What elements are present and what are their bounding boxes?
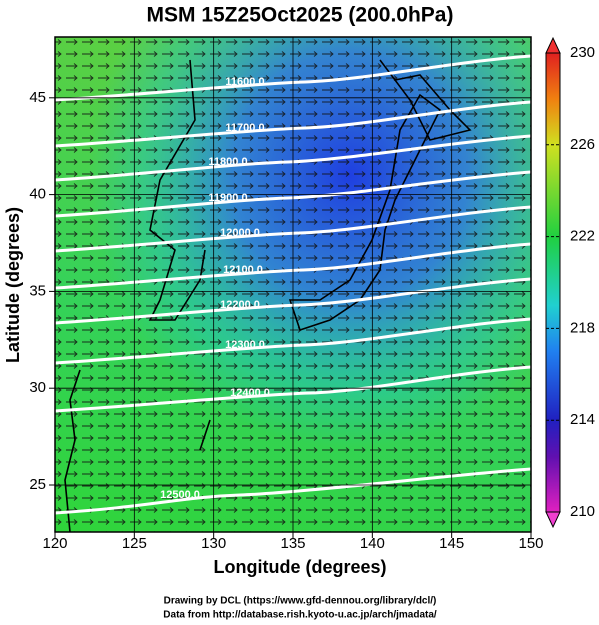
title: MSM 15Z25Oct2025 (200.0hPa): [147, 4, 454, 27]
y-tick-label: 30: [29, 379, 46, 396]
x-tick-label: 120: [42, 535, 67, 552]
colorbar-tick-label: 230: [570, 44, 595, 61]
x-tick-label: 130: [201, 535, 226, 552]
x-axis-label: Longitude (degrees): [213, 557, 386, 577]
y-tick-label: 40: [29, 186, 46, 203]
contour-label: 12500.0: [160, 489, 200, 501]
colorbar-max-arrow: [545, 36, 561, 54]
x-tick-label: 150: [518, 535, 543, 552]
footer-line: Drawing by DCL (https://www.gfd-dennou.o…: [164, 596, 437, 607]
contour-label: 12100.0: [223, 264, 263, 276]
colorbar-min-arrow: [545, 511, 561, 529]
graticule: [55, 37, 531, 532]
contour-line: [55, 134, 531, 182]
x-tick-label: 135: [280, 535, 305, 552]
contour-label: 12300.0: [225, 339, 265, 351]
contour-label: 11900.0: [208, 192, 247, 204]
colorbar: [545, 52, 561, 513]
y-tick-label: 35: [29, 282, 46, 299]
contour-label: 11700.0: [225, 122, 264, 134]
contour-line: [55, 242, 531, 290]
height-contours: [55, 54, 531, 515]
y-tick-label: 25: [29, 476, 46, 493]
contour-line: [55, 365, 531, 413]
contour-line: [55, 205, 531, 253]
coastline: [64, 59, 472, 532]
contour-label: 12200.0: [220, 299, 260, 311]
contour-label: 11800.0: [208, 156, 247, 168]
plot-area: [55, 37, 531, 532]
contour-line: [55, 277, 531, 325]
y-tick-label: 45: [29, 89, 46, 106]
contour-label: 12000.0: [220, 227, 260, 239]
contour-line: [55, 317, 531, 365]
contour-line: [55, 54, 531, 102]
contour-line: [55, 170, 531, 218]
contour-line: [55, 467, 531, 515]
colorbar-tick-label: 222: [570, 228, 595, 245]
colorbar-tick-label: 218: [570, 319, 595, 336]
colorbar-tick-label: 226: [570, 136, 595, 153]
contour-label: 12400.0: [230, 387, 270, 399]
contour-line: [55, 100, 531, 148]
colorbar-tick-label: 210: [570, 503, 595, 520]
x-tick-label: 145: [439, 535, 464, 552]
y-axis-label: Latitude (degrees): [3, 207, 23, 363]
footer-line: Data from http://database.rish.kyoto-u.a…: [163, 610, 437, 621]
contour-label: 11600.0: [225, 76, 264, 88]
x-tick-label: 140: [360, 535, 385, 552]
colorbar-tick-label: 214: [570, 411, 595, 428]
x-tick-label: 125: [122, 535, 147, 552]
